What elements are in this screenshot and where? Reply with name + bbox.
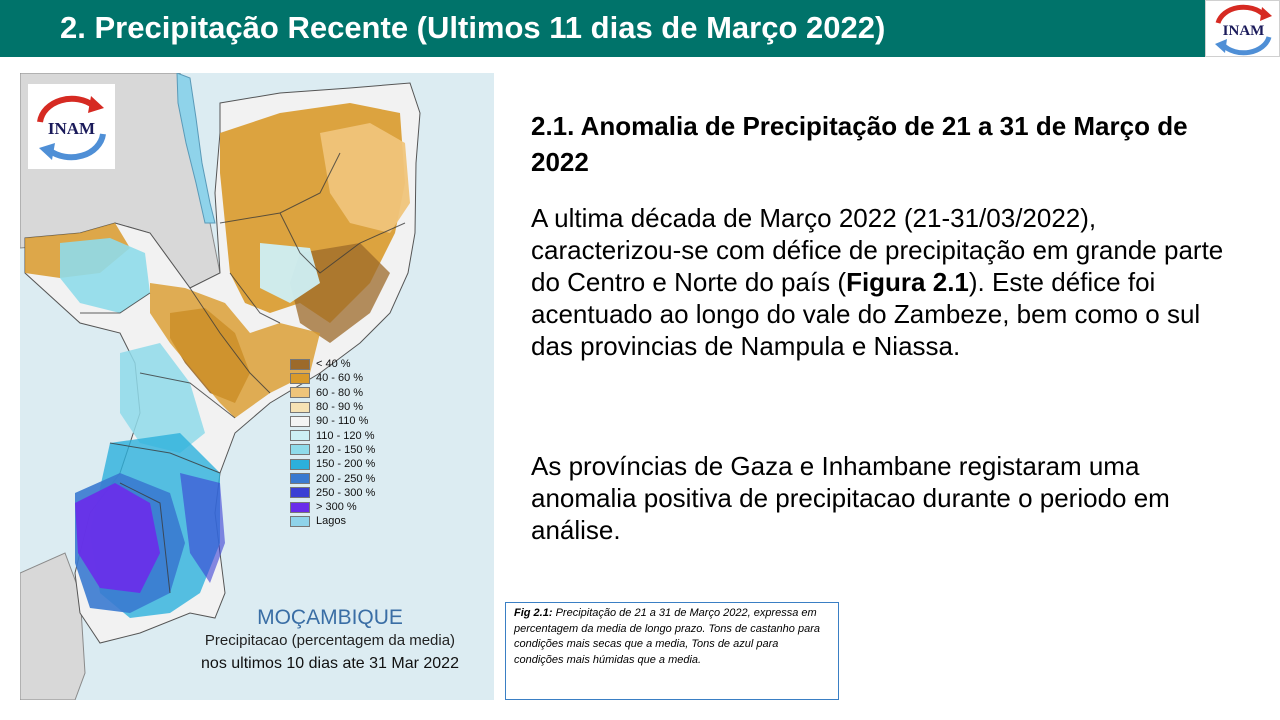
- legend-item: 90 - 110 %: [290, 414, 410, 428]
- legend-swatch: [290, 487, 310, 499]
- wet-zone-coast: [180, 473, 225, 583]
- inam-logo-header: INAM: [1205, 0, 1280, 57]
- legend-swatch: [290, 515, 310, 527]
- legend-label: < 40 %: [316, 358, 351, 371]
- inam-logo-map: INAM: [28, 84, 115, 169]
- legend-item: > 300 %: [290, 500, 410, 514]
- wet-zone-gaza-extreme: [75, 483, 160, 593]
- figure-reference: Figura 2.1: [846, 267, 969, 297]
- legend-label: 200 - 250 %: [316, 472, 376, 485]
- map-logo-text: INAM: [48, 119, 95, 138]
- figure-caption-text: Precipitação de 21 a 31 de Março 2022, e…: [514, 607, 820, 666]
- paragraph-positive-anomaly: As províncias de Gaza e Inhambane regist…: [531, 451, 1170, 545]
- legend-item: 80 - 90 %: [290, 400, 410, 414]
- legend-label: 40 - 60 %: [316, 372, 364, 385]
- land-neighbours-south: [20, 552, 86, 700]
- legend-swatch: [290, 415, 310, 427]
- legend-swatch: [290, 401, 310, 413]
- section-heading: 2.1. Anomalia de Precipitação de 21 a 31…: [531, 111, 1188, 177]
- legend-item: 40 - 60 %: [290, 371, 410, 385]
- legend-swatch: [290, 358, 310, 370]
- map-country-label: MOÇAMBIQUE: [257, 606, 403, 629]
- map-caption: MOÇAMBIQUE Precipitacao (percentagem da …: [170, 606, 490, 673]
- legend-swatch: [290, 473, 310, 485]
- dry-zone-northeast: [320, 123, 410, 233]
- inam-map-logo-icon: INAM: [37, 95, 106, 161]
- legend-swatch: [290, 430, 310, 442]
- legend-label: 60 - 80 %: [316, 386, 364, 399]
- legend-swatch: [290, 444, 310, 456]
- figure-caption: Fig 2.1: Precipitação de 21 a 31 de Març…: [505, 602, 839, 700]
- header-logo-text: INAM: [1223, 23, 1265, 39]
- map-subtitle: Precipitacao (percentagem da media): [204, 632, 456, 649]
- legend-label: 90 - 110 %: [316, 415, 369, 428]
- figure-caption-label: Fig 2.1:: [514, 607, 553, 619]
- paragraph-deficit-part1: A ultima década de Março 2022 (21-31/03/…: [531, 203, 1224, 297]
- legend-item: 120 - 150 %: [290, 443, 410, 457]
- legend-label: 250 - 300 %: [316, 486, 376, 499]
- map-period-label: nos ultimos 10 dias ate 31 Mar 2022: [201, 655, 459, 672]
- page-title: 2. Precipitação Recente (Ultimos 11 dias…: [60, 10, 886, 45]
- legend-swatch: [290, 372, 310, 384]
- paragraph-deficit: A ultima década de Março 2022 (21-31/03/…: [531, 202, 1231, 362]
- legend-swatch: [290, 458, 310, 470]
- legend-label: Lagos: [316, 515, 346, 528]
- paragraph-deficit-part2: ). Este défice foi acentuado ao longo do…: [531, 267, 1201, 361]
- legend-label: 110 - 120 %: [316, 429, 375, 442]
- legend-item: 200 - 250 %: [290, 471, 410, 485]
- dry-zone-centre: [150, 283, 320, 418]
- precipitation-map: INAM < 40 % 40 - 60 % 60 - 80 % 80 - 90 % 90…: [20, 73, 494, 700]
- wet-zone-tete: [60, 238, 150, 313]
- legend-item: Lagos: [290, 514, 410, 528]
- header-bar: 2. Precipitação Recente (Ultimos 11 dias…: [0, 0, 1280, 57]
- wet-zone-sofala: [120, 343, 205, 453]
- legend-swatch: [290, 501, 310, 513]
- legend-label: > 300 %: [316, 501, 357, 514]
- legend-item: 250 - 300 %: [290, 486, 410, 500]
- legend-label: 150 - 200 %: [316, 458, 376, 471]
- legend-swatch: [290, 387, 310, 399]
- inam-logo-icon: INAM: [1215, 4, 1272, 56]
- legend-item: 150 - 200 %: [290, 457, 410, 471]
- lake-malawi: [176, 73, 216, 224]
- legend-item: < 40 %: [290, 357, 410, 371]
- legend-item: 60 - 80 %: [290, 386, 410, 400]
- legend-label: 80 - 90 %: [316, 401, 364, 414]
- province-borders: [80, 152, 406, 594]
- legend-item: 110 - 120 %: [290, 428, 410, 442]
- legend-label: 120 - 150 %: [316, 443, 376, 456]
- map-graphic: [20, 73, 421, 700]
- map-legend: < 40 % 40 - 60 % 60 - 80 % 80 - 90 % 90 - 11…: [290, 357, 410, 529]
